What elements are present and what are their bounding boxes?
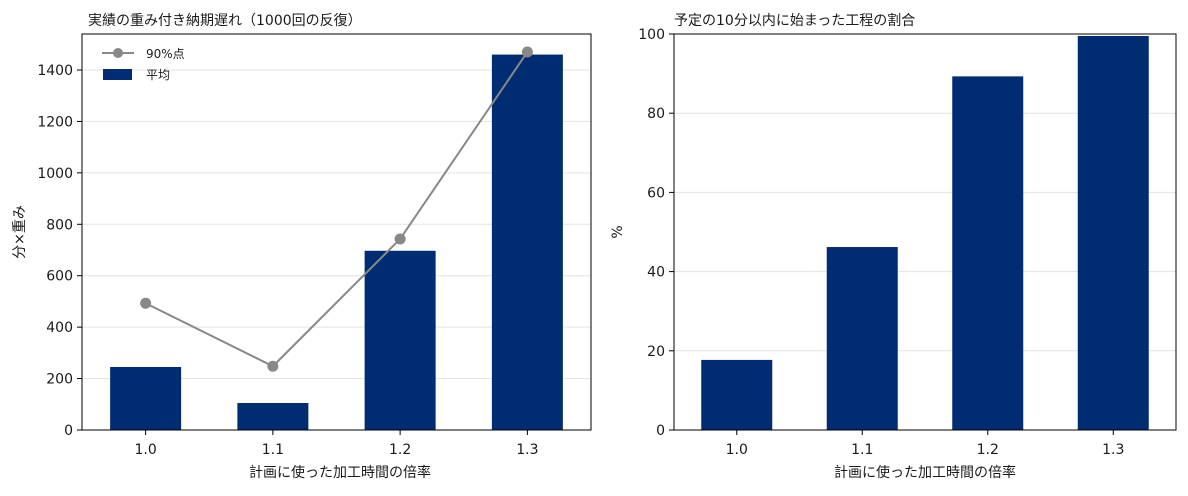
y-ticks: 0 200 400 600 800 1000 1200 1400 bbox=[37, 63, 82, 439]
bar bbox=[110, 367, 182, 430]
x-ticks: 1.0 1.1 1.2 1.3 bbox=[134, 430, 539, 458]
y-tick-label: 20 bbox=[647, 344, 665, 360]
x-tick-label: 1.0 bbox=[726, 442, 748, 458]
line-point bbox=[267, 360, 279, 372]
series-line bbox=[145, 51, 529, 368]
x-tick-label: 1.1 bbox=[262, 442, 284, 458]
x-tick-label: 1.2 bbox=[977, 442, 999, 458]
y-tick-label: 80 bbox=[647, 106, 665, 122]
y-ticks: 0 20 40 60 80 100 bbox=[638, 27, 674, 439]
bar bbox=[364, 250, 436, 430]
x-axis-label: 計画に使った加工時間の倍率 bbox=[834, 464, 1016, 481]
bar bbox=[952, 76, 1024, 430]
chart-title: 予定の10分以内に始まった工程の割合 bbox=[674, 12, 915, 29]
line-point bbox=[521, 46, 533, 58]
bar bbox=[237, 403, 309, 430]
y-tick-label: 800 bbox=[46, 217, 73, 233]
y-tick-label: 100 bbox=[638, 27, 665, 43]
bars bbox=[701, 35, 1149, 430]
legend: 90%点 平均 bbox=[102, 47, 185, 82]
y-tick-label: 400 bbox=[46, 320, 73, 336]
bars bbox=[110, 54, 563, 430]
x-tick-label: 1.1 bbox=[851, 442, 873, 458]
legend-label-mean: 平均 bbox=[146, 68, 170, 82]
x-tick-label: 1.0 bbox=[134, 442, 156, 458]
y-axis-label: % bbox=[610, 225, 626, 238]
y-tick-label: 200 bbox=[46, 372, 73, 388]
y-tick-label: 40 bbox=[647, 265, 665, 281]
y-tick-label: 1000 bbox=[37, 166, 73, 182]
y-tick-label: 60 bbox=[647, 185, 665, 201]
y-axis-label: 分×重み bbox=[12, 205, 28, 259]
legend-bar-swatch bbox=[103, 69, 132, 80]
x-tick-label: 1.3 bbox=[1102, 442, 1124, 458]
x-tick-label: 1.2 bbox=[389, 442, 411, 458]
legend-label-p90: 90%点 bbox=[146, 47, 185, 61]
y-tick-label: 0 bbox=[656, 423, 665, 439]
line-series bbox=[140, 46, 533, 372]
gridlines bbox=[82, 69, 591, 380]
chart-panel-on-time-start: 予定の10分以内に始まった工程の割合 % 計画に使った加工時間の倍率 0 20 40… bbox=[610, 12, 1177, 481]
y-tick-label: 600 bbox=[46, 269, 73, 285]
line-point bbox=[394, 233, 406, 245]
y-tick-label: 1200 bbox=[37, 114, 73, 130]
line-point bbox=[140, 297, 152, 309]
legend-marker-swatch bbox=[113, 48, 123, 58]
plot-frame bbox=[81, 33, 592, 431]
bar bbox=[701, 359, 773, 430]
chart-panel-weighted-tardiness: 実績の重み付き納期遅れ（1000回の反復） 分×重み 計画に使った加工時間の倍率… bbox=[12, 12, 592, 481]
bar bbox=[491, 54, 563, 430]
x-axis-label: 計画に使った加工時間の倍率 bbox=[249, 464, 431, 481]
x-ticks: 1.0 1.1 1.2 1.3 bbox=[726, 430, 1124, 458]
plot-frame bbox=[673, 33, 1177, 431]
y-tick-label: 1400 bbox=[37, 63, 73, 79]
bar bbox=[1077, 35, 1149, 430]
x-tick-label: 1.3 bbox=[516, 442, 538, 458]
y-tick-label: 0 bbox=[64, 423, 73, 439]
chart-title: 実績の重み付き納期遅れ（1000回の反復） bbox=[88, 12, 362, 29]
bar bbox=[826, 247, 898, 430]
